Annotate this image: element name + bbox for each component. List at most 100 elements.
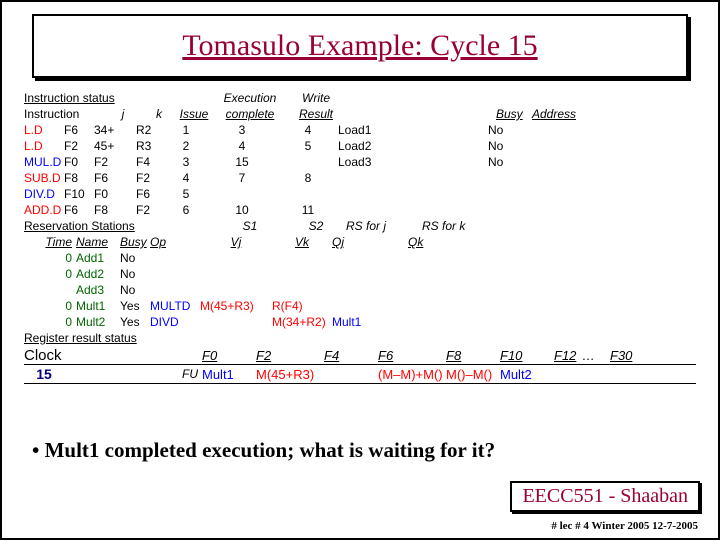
val-F6: (M–M)+M() [378, 367, 446, 382]
val-F10: Mult2 [500, 367, 554, 382]
main-content: Instruction status Execution Write Instr… [24, 90, 696, 384]
load-label: Load3 [338, 155, 488, 169]
rs-row: 0Add1No [24, 250, 696, 266]
instr-issue: 1 [166, 123, 206, 137]
hdr-write1: Write [286, 91, 346, 105]
instr-op: MUL.D [24, 155, 64, 169]
reg-F6: F6 [378, 348, 446, 363]
instr-d: F0 [64, 155, 94, 169]
load-busy: No [488, 139, 524, 153]
hdr-rsk: RS for k [422, 219, 498, 233]
instr-d: F8 [64, 171, 94, 185]
instr-write: 5 [278, 139, 338, 153]
reg-F10: F10 [500, 348, 554, 363]
hdr-time: Time [24, 235, 76, 249]
rs-row: 0Mult2YesDIVDM(34+R2)Mult1 [24, 314, 696, 330]
rs-name: Add2 [76, 267, 120, 281]
hdr-instr-status: Instruction status [24, 91, 144, 105]
hdr-exec1: Execution [214, 91, 286, 105]
instr-exec: 10 [206, 203, 278, 217]
title-box: Tomasulo Example: Cycle 15 [32, 14, 688, 78]
rs-vk: M(34+R2) [272, 315, 332, 329]
rs-op: MULTD [150, 299, 200, 313]
bullet-text: • Mult1 completed execution; what is wai… [32, 438, 698, 463]
instr-row: L.DF245+R3245Load2No [24, 138, 696, 154]
load-busy: No [488, 123, 524, 137]
rs-name: Mult1 [76, 299, 120, 313]
val-F8: M()–M() [446, 367, 500, 382]
instr-j: F0 [94, 187, 136, 201]
instr-j: 34+ [94, 123, 136, 137]
hdr-busy2: Busy [120, 235, 150, 249]
hdr-rsj: RS for j [346, 219, 422, 233]
rs-name: Add3 [76, 283, 120, 297]
rs-time: 0 [24, 315, 76, 329]
instr-k: F4 [136, 155, 166, 169]
instr-d: F2 [64, 139, 94, 153]
instr-op: DIV.D [24, 187, 64, 201]
hdr-op: Op [150, 235, 200, 249]
hdr-s1: S1 [214, 219, 286, 233]
rs-vk: R(F4) [272, 299, 332, 313]
rs-busy: No [120, 283, 150, 297]
fu-label: FU [172, 367, 202, 381]
instr-write: 11 [278, 203, 338, 217]
instr-k: F2 [136, 171, 166, 185]
instr-issue: 6 [166, 203, 206, 217]
val-F2: M(45+R3) [256, 367, 324, 382]
instr-exec: 4 [206, 139, 278, 153]
hdr-vk: Vk [272, 235, 332, 249]
reg-dots: … [582, 348, 610, 363]
hdr-qk: Qk [408, 235, 484, 249]
instr-k: R3 [136, 139, 166, 153]
instr-issue: 3 [166, 155, 206, 169]
load-label: Load1 [338, 123, 488, 137]
instr-j: F8 [94, 203, 136, 217]
instr-d: F10 [64, 187, 94, 201]
instr-row: L.DF634+R2134Load1No [24, 122, 696, 138]
instr-issue: 2 [166, 139, 206, 153]
slide-title: Tomasulo Example: Cycle 15 [182, 29, 537, 63]
rs-time: 0 [24, 267, 76, 281]
instr-op: L.D [24, 123, 64, 137]
rs-row: 0Add2No [24, 266, 696, 282]
footer-course: EECC551 - Shaaban [510, 481, 700, 512]
rs-busy: Yes [120, 299, 150, 313]
instr-row: MUL.DF0F2F4315Load3No [24, 154, 696, 170]
reg-F12: F12 [554, 348, 582, 363]
rs-name: Mult2 [76, 315, 120, 329]
rs-time: 0 [24, 251, 76, 265]
hdr-address: Address [532, 107, 582, 121]
load-label: Load2 [338, 139, 488, 153]
instr-j: F2 [94, 155, 136, 169]
hdr-k: k [144, 107, 174, 121]
hdr-exec2: complete [214, 107, 286, 121]
clock-value: 15 [24, 366, 64, 382]
instr-write: 4 [278, 123, 338, 137]
hdr-write2: Result [286, 107, 346, 121]
instr-row: DIV.DF10F0F65 [24, 186, 696, 202]
instr-d: F6 [64, 123, 94, 137]
rs-busy: Yes [120, 315, 150, 329]
load-busy: No [488, 155, 524, 169]
hdr-j: j [102, 107, 144, 121]
hdr-vj: Vj [200, 235, 272, 249]
instr-d: F6 [64, 203, 94, 217]
rs-row: Add3No [24, 282, 696, 298]
instr-exec: 3 [206, 123, 278, 137]
footer-lecture: # lec # 4 Winter 2005 12-7-2005 [551, 520, 698, 532]
val-F0: Mult1 [202, 367, 256, 382]
rs-vj: M(45+R3) [200, 299, 272, 313]
hdr-instruction: Instruction [24, 107, 102, 121]
instr-op: L.D [24, 139, 64, 153]
rs-busy: No [120, 251, 150, 265]
hdr-s2: S2 [286, 219, 346, 233]
reg-F30: F30 [610, 348, 638, 363]
clock-label: Clock [24, 347, 64, 364]
hdr-rs: Reservation Stations [24, 219, 174, 233]
rs-row: 0Mult1YesMULTDM(45+R3)R(F4) [24, 298, 696, 314]
instr-op: ADD.D [24, 203, 64, 217]
instr-k: F2 [136, 203, 166, 217]
hdr-issue: Issue [174, 107, 214, 121]
instr-op: SUB.D [24, 171, 64, 185]
